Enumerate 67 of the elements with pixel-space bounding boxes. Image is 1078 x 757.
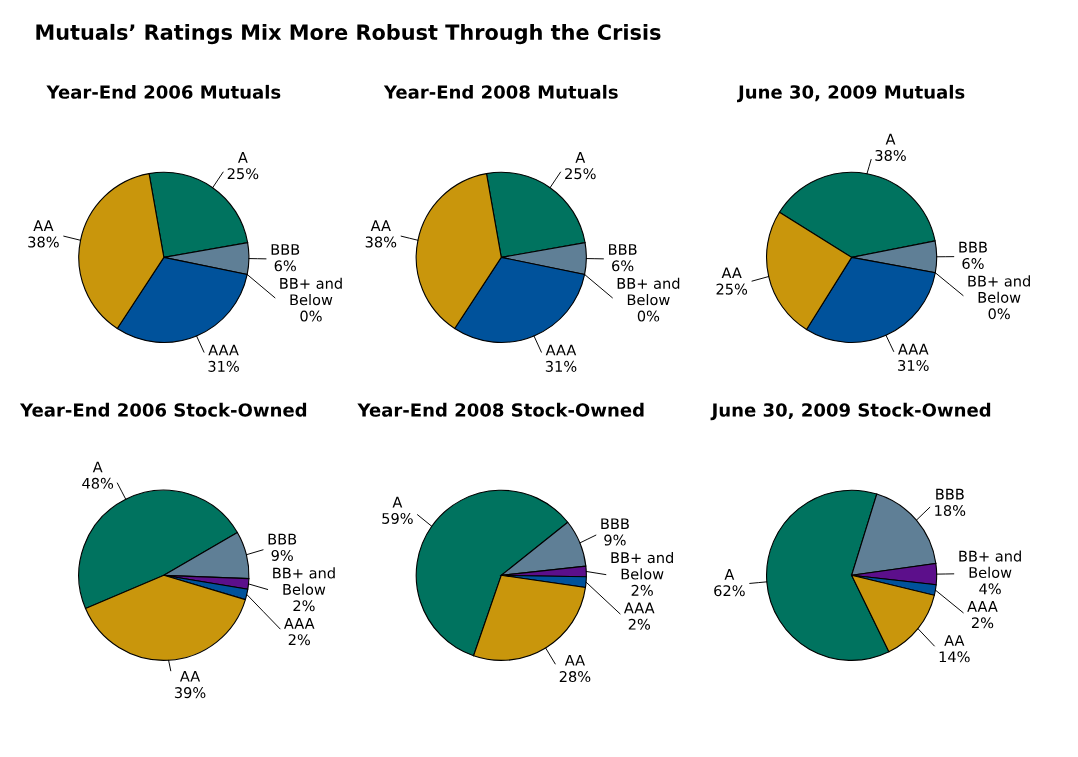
slice-label: AAA	[283, 618, 315, 629]
slice-label: A	[575, 152, 586, 163]
slice-label: AAA	[898, 343, 929, 355]
data-label: 4%	[979, 583, 1001, 595]
data-label: 28%	[559, 671, 591, 683]
chart-title: Year-End 2006 Stock-Owned	[19, 402, 307, 417]
data-label: 31%	[208, 360, 239, 372]
data-label: 38%	[365, 236, 397, 248]
chart-title: June 30, 2009 Stock-Owned	[710, 402, 991, 421]
text: 0%	[300, 310, 322, 322]
chart-title: June 30, 2009 Mutuals	[737, 84, 965, 103]
slice-label: AAA	[624, 602, 655, 614]
text: 0%	[637, 310, 660, 322]
data-label: 2%	[631, 584, 653, 596]
data-label: 9%	[271, 549, 293, 561]
legend-label: BB+ and Below	[968, 275, 1030, 303]
slice-label: BBB	[936, 488, 964, 500]
data-label: 9%	[604, 534, 626, 546]
data-label: 2%	[293, 600, 315, 612]
data-label: 14%	[939, 651, 970, 663]
slice-label: BBB	[959, 241, 987, 253]
slice-label: A	[238, 152, 248, 163]
slice-label: AA	[944, 635, 965, 646]
chart-title: Year-End 2008 Mutuals	[383, 84, 618, 99]
slice-label: BB+ and Below	[959, 550, 1021, 579]
legend-label: BB+ and Below	[617, 277, 680, 306]
slice-label: AAA	[208, 344, 239, 356]
slice-label: AAA	[545, 344, 577, 356]
chart-title: Year-End 2008 Stock-Owned	[357, 402, 644, 417]
legend-label: BB+ and Below	[280, 277, 342, 306]
data-label: 25%	[716, 283, 748, 295]
data-label: 59%	[382, 512, 413, 524]
data-label: 38%	[28, 236, 59, 248]
data-label: 48%	[82, 477, 114, 489]
slice-label: BB+ and Below	[273, 567, 335, 595]
text: Mutuals’ Ratings Mix More Robust Through the Crisis	[36, 23, 661, 45]
data-label: 2%	[971, 617, 994, 629]
slice-label: BBB	[609, 244, 637, 255]
slice-label: BBB	[268, 533, 297, 545]
slice-label: AA	[370, 220, 391, 231]
data-label: 6%	[612, 260, 634, 272]
data-label: 6%	[962, 257, 984, 269]
slice-label: A	[392, 496, 403, 508]
text: 0%	[988, 308, 1010, 320]
data-label: 62%	[714, 585, 745, 597]
slice-label: AA	[33, 220, 54, 231]
data-label: 31%	[545, 360, 577, 372]
slice-label: AAA	[967, 601, 998, 612]
slice-label: A	[724, 569, 735, 580]
slice-label: BBB	[601, 518, 629, 530]
slice-label: A	[885, 133, 896, 145]
data-label: 31%	[898, 359, 929, 371]
chart-title: Year-End 2006 Mutuals	[46, 84, 281, 99]
data-label: 18%	[935, 505, 966, 517]
data-label: 2%	[288, 634, 310, 646]
slice-label: BB+ and Below	[611, 551, 673, 580]
data-label: 6%	[274, 260, 296, 272]
data-label: 2%	[628, 618, 651, 630]
slice-label: AA	[564, 654, 585, 666]
slice-label: BBB	[271, 244, 300, 255]
slice-label: AA	[721, 267, 742, 279]
slice-label: A	[92, 461, 103, 473]
slice-label: AA	[179, 670, 201, 682]
data-label: 25%	[565, 168, 596, 180]
data-label: 39%	[174, 687, 206, 699]
data-label: 25%	[227, 168, 259, 180]
data-label: 38%	[875, 149, 906, 161]
